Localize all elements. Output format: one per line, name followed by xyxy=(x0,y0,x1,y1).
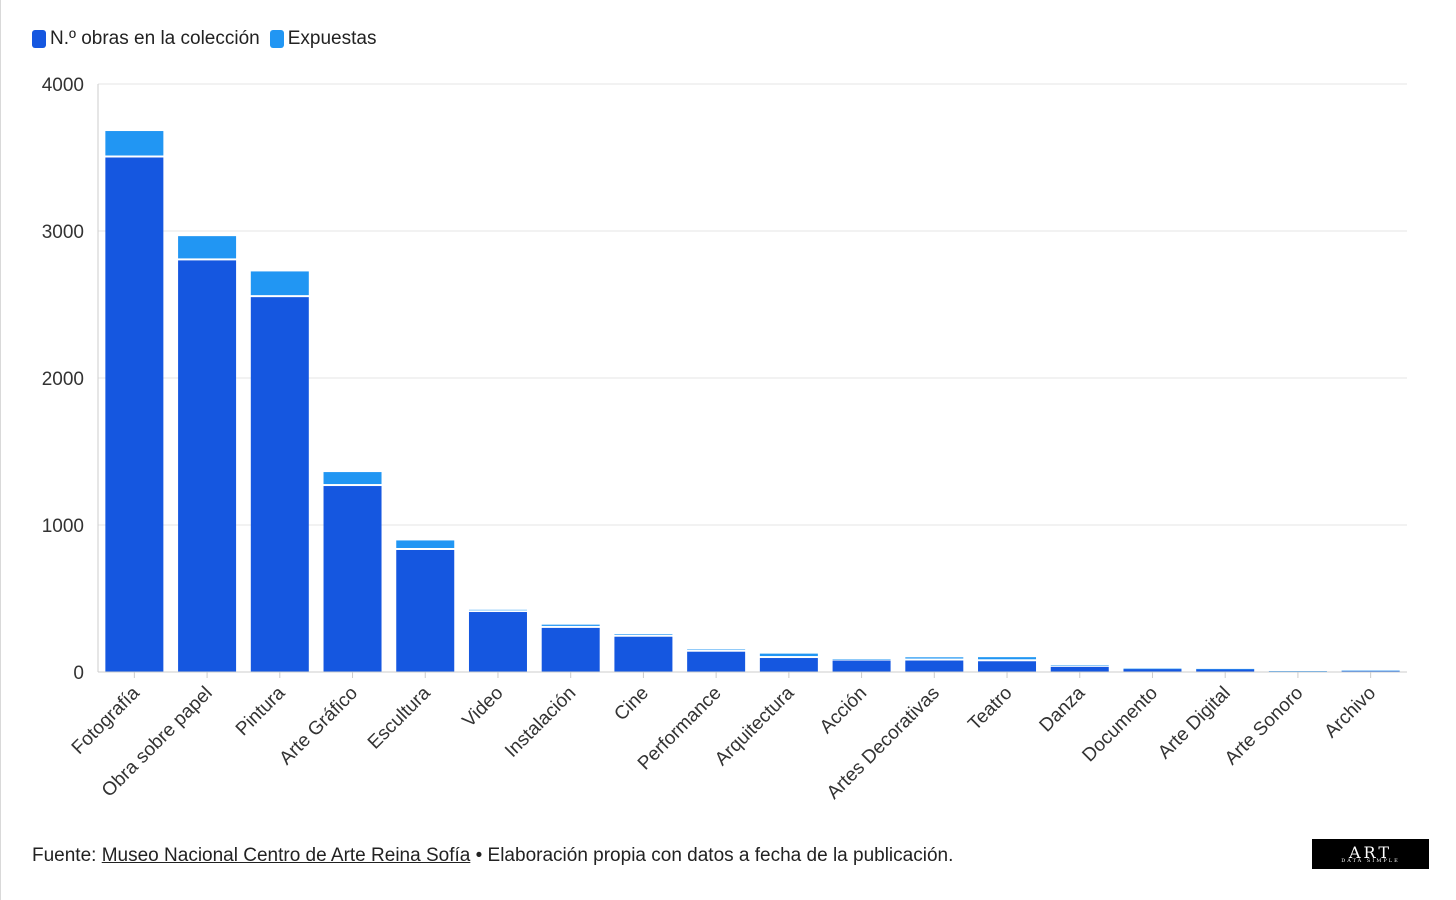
bar-exhibited-2 xyxy=(178,236,237,259)
brand-logo: ART DATA SIMPLE xyxy=(1312,839,1429,869)
chart-footer: Fuente: Museo Nacional Centro de Arte Re… xyxy=(32,845,953,867)
x-tick-label-11: Acción xyxy=(816,683,871,738)
logo-text-small: DATA SIMPLE xyxy=(1341,857,1400,864)
x-tick-label-4: Arte Gráfico xyxy=(276,683,363,770)
source-link[interactable]: Museo Nacional Centro de Arte Reina Sofí… xyxy=(101,845,471,866)
legend-item-exhibited[interactable]: Expuestas xyxy=(269,28,377,50)
logo-text-big: ART xyxy=(1349,842,1392,862)
bar-exhibited-11 xyxy=(832,659,891,660)
bar-collection-5 xyxy=(396,549,455,672)
bar-exhibited-17 xyxy=(1268,671,1327,672)
bar-collection-6 xyxy=(468,612,527,672)
bar-exhibited-16 xyxy=(1196,668,1255,670)
bar-exhibited-7 xyxy=(541,624,600,626)
x-tick-label-16: Arte Digital xyxy=(1154,683,1235,764)
bar-collection-12 xyxy=(905,660,964,672)
x-tick-label-17: Arte Sonoro xyxy=(1221,683,1308,770)
footer-prefix: Fuente: xyxy=(32,845,102,866)
bar-collection-11 xyxy=(832,660,891,672)
x-tick-label-5: Escultura xyxy=(364,682,435,753)
y-tick-label-0: 0 xyxy=(73,663,84,684)
bar-collection-2 xyxy=(178,260,237,672)
x-tick-label-8: Cine xyxy=(610,683,652,725)
bar-collection-13 xyxy=(978,661,1037,672)
x-tick-label-14: Danza xyxy=(1036,682,1090,736)
bar-collection-10 xyxy=(759,658,818,672)
legend-label-collection: N.º obras en la colección xyxy=(50,28,260,49)
legend-item-collection[interactable]: N.º obras en la colección xyxy=(32,28,260,50)
y-tick-label-4000: 4000 xyxy=(42,75,84,96)
bar-exhibited-13 xyxy=(978,657,1037,660)
legend-swatch-exhibited xyxy=(269,30,284,48)
frame-border xyxy=(0,0,1,900)
bar-exhibited-9 xyxy=(687,649,746,651)
bar-collection-14 xyxy=(1050,666,1109,672)
bar-collection-9 xyxy=(687,651,746,672)
bar-exhibited-12 xyxy=(905,657,964,659)
bar-collection-4 xyxy=(323,486,382,672)
x-tick-label-7: Instalación xyxy=(501,683,580,762)
bar-collection-3 xyxy=(250,297,309,672)
footer-suffix: • Elaboración propia con datos a fecha d… xyxy=(470,845,954,866)
bar-exhibited-4 xyxy=(323,472,382,485)
bar-exhibited-8 xyxy=(614,634,673,635)
legend-swatch-collection xyxy=(32,30,46,48)
x-tick-label-1: Fotografía xyxy=(68,682,144,758)
x-tick-label-3: Pintura xyxy=(232,682,290,740)
bar-exhibited-10 xyxy=(759,653,818,657)
x-tick-label-13: Teatro xyxy=(964,683,1016,735)
bar-exhibited-1 xyxy=(105,131,164,156)
chart-legend: N.º obras en la colección Expuestas xyxy=(32,28,376,50)
x-tick-label-6: Video xyxy=(459,683,508,732)
bar-collection-8 xyxy=(614,636,673,672)
x-tick-label-15: Documento xyxy=(1078,683,1162,767)
bar-exhibited-3 xyxy=(250,271,309,296)
x-tick-label-18: Archivo xyxy=(1321,683,1381,743)
bar-exhibited-5 xyxy=(396,540,455,548)
bar-collection-15 xyxy=(1123,669,1182,672)
bar-collection-7 xyxy=(541,627,600,672)
bar-collection-18 xyxy=(1341,670,1400,672)
y-tick-label-2000: 2000 xyxy=(42,369,84,390)
legend-label-exhibited: Expuestas xyxy=(287,28,377,49)
bar-collection-1 xyxy=(105,157,164,672)
bar-exhibited-14 xyxy=(1050,665,1109,666)
y-tick-label-3000: 3000 xyxy=(42,222,84,243)
bar-exhibited-6 xyxy=(468,609,527,611)
x-tick-label-10: Arquitectura xyxy=(711,682,799,770)
bar-collection-16 xyxy=(1196,669,1255,672)
y-tick-label-1000: 1000 xyxy=(42,516,84,537)
bar-exhibited-18 xyxy=(1341,670,1400,672)
bar-exhibited-15 xyxy=(1123,668,1182,670)
